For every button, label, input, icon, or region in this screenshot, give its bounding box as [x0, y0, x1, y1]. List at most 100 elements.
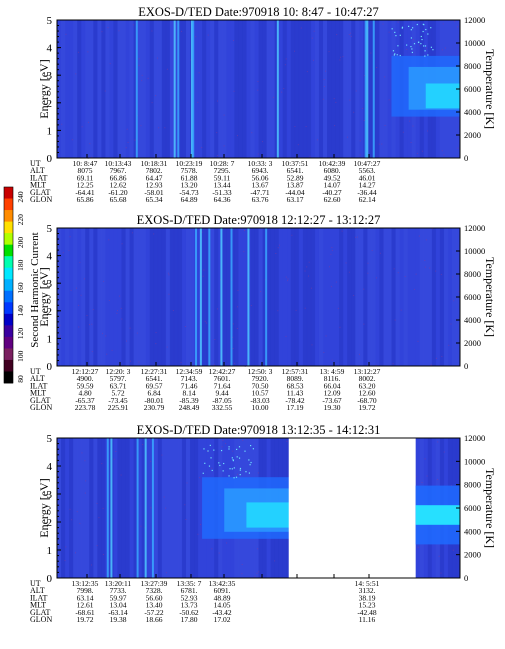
patch-dot — [417, 41, 420, 43]
orbit-cell: 13:20:11 — [105, 579, 132, 588]
speckle — [244, 230, 246, 232]
speckle — [219, 359, 221, 361]
heatmap-column — [153, 228, 159, 366]
speckle — [334, 125, 336, 127]
heatmap-column — [133, 438, 138, 578]
heatmap-column — [141, 20, 146, 158]
orbit-cell: 332.55 — [212, 403, 233, 412]
heatmap-column — [375, 228, 380, 366]
speckle — [435, 270, 437, 272]
heatmap-column — [141, 438, 146, 578]
speckle — [429, 267, 431, 269]
heatmap-column — [161, 228, 167, 366]
colorbar-swatch — [4, 336, 13, 349]
heatmap-column — [423, 228, 429, 366]
orbit-cell: 59.11 — [214, 173, 231, 182]
heatmap-column — [226, 20, 231, 158]
heatmap-column — [343, 228, 348, 366]
speckle — [147, 77, 149, 79]
speckle — [234, 362, 236, 364]
heatmap-column — [185, 228, 191, 366]
streak-2 — [199, 228, 202, 366]
orbit-cell: -73.67 — [322, 396, 342, 405]
patch-dot — [427, 54, 429, 56]
speckle — [412, 39, 414, 41]
speckle — [68, 249, 70, 251]
patch-dot — [394, 31, 396, 34]
y-right-axis-label: Temperature [K] — [483, 468, 497, 548]
speckle — [57, 475, 59, 477]
orbit-cell: 10:23:19 — [176, 159, 203, 168]
orbit-cell: 18.66 — [146, 615, 163, 624]
speckle — [76, 511, 78, 513]
heatmap-column — [169, 20, 175, 158]
speckle — [448, 344, 450, 346]
heatmap-column — [343, 20, 348, 158]
colorbar-tick-label: 140 — [16, 305, 25, 317]
y-right-tick-label: 10000 — [464, 38, 485, 48]
heatmap-column — [105, 20, 110, 158]
heatmap-column — [375, 20, 380, 158]
speckle — [444, 47, 446, 49]
speckle — [452, 549, 454, 551]
speckle — [404, 275, 406, 277]
speckle — [85, 480, 87, 482]
heatmap-column — [129, 20, 134, 158]
orbit-cell: 12:12:27 — [72, 367, 99, 376]
heatmap-column — [198, 20, 203, 158]
speckle — [441, 49, 443, 51]
orbit-cell: 19.38 — [110, 615, 127, 624]
heatmap-column — [81, 228, 86, 366]
y-right-tick-label: 4000 — [464, 107, 481, 117]
speckle — [397, 21, 399, 23]
speckle — [90, 564, 92, 566]
heatmap-column — [371, 228, 376, 366]
streak-1 — [106, 438, 109, 578]
heatmap-column — [77, 228, 82, 366]
orbit-cell: 9.44 — [215, 389, 228, 398]
heatmap-column — [93, 228, 98, 366]
speckle — [117, 310, 119, 312]
speckle — [221, 446, 223, 448]
patch-dot — [233, 477, 235, 479]
orbit-cell: 13:35: 7 — [177, 579, 202, 588]
heatmap-column — [202, 20, 207, 158]
y-tick-label: 1 — [47, 333, 53, 345]
speckle — [138, 58, 140, 60]
heatmap-column — [443, 228, 449, 366]
orbit-cell: -42.48 — [357, 608, 377, 617]
streak-3 — [177, 20, 180, 158]
speckle — [116, 312, 118, 314]
speckle — [274, 560, 276, 562]
orbit-cell: -68.70 — [357, 396, 377, 405]
patch-dot — [228, 448, 230, 450]
heatmap-column — [322, 20, 328, 158]
speckle — [402, 131, 404, 133]
patch-dot — [421, 38, 423, 41]
speckle — [308, 261, 310, 263]
speckle — [163, 496, 165, 498]
speckle — [277, 247, 279, 249]
speckle — [69, 236, 71, 238]
speckle — [362, 107, 364, 109]
orbit-cell: 63.17 — [287, 195, 304, 204]
speckle — [150, 460, 152, 462]
speckle — [78, 304, 80, 306]
speckle — [86, 315, 88, 317]
orbit-cell: 10:33: 3 — [248, 159, 273, 168]
heatmap-column — [238, 20, 243, 158]
orbit-cell: 8075 — [78, 166, 93, 175]
y-right-tick-label: 2000 — [464, 338, 481, 348]
orbit-cell: 56.60 — [146, 593, 163, 602]
orbit-cell: 223.78 — [75, 403, 96, 412]
speckle — [457, 26, 459, 28]
heatmap-column — [290, 20, 296, 158]
heatmap-column — [246, 20, 251, 158]
patch-dot — [248, 459, 250, 461]
orbit-cell: 8002. — [359, 374, 376, 383]
speckle — [250, 305, 252, 307]
heatmap-column — [274, 228, 279, 366]
speckle — [394, 319, 396, 321]
heatmap-column — [89, 20, 94, 158]
orbit-cell: 10:13:43 — [105, 159, 132, 168]
